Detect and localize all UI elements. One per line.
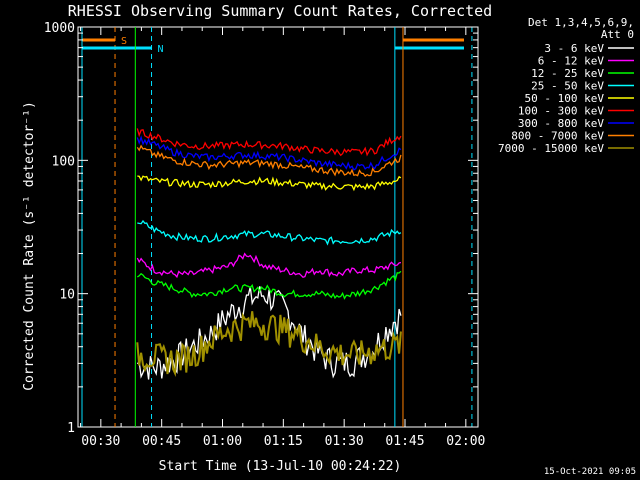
- x-axis-label: Start Time (13-Jul-10 00:24:22): [159, 459, 402, 474]
- series-line: [136, 252, 402, 279]
- series-line: [136, 135, 402, 171]
- x-tick-label: 01:00: [203, 434, 242, 449]
- series-line: [136, 270, 402, 300]
- x-tick-label: 01:45: [385, 434, 424, 449]
- legend-entry-label: 3 - 6 keV: [544, 42, 604, 55]
- legend-entry-label: 300 - 800 keV: [518, 117, 604, 130]
- x-tick-label: 01:30: [325, 434, 364, 449]
- y-tick-label: 1000: [44, 21, 75, 36]
- x-tick-label: 00:30: [81, 434, 120, 449]
- reference-lines: SN: [81, 27, 473, 427]
- series-line: [137, 219, 402, 246]
- legend-entry-label: 12 - 25 keV: [531, 67, 604, 80]
- legend-entry-label: 100 - 300 keV: [518, 105, 604, 118]
- x-tick-label: 02:00: [446, 434, 485, 449]
- legend-entry-label: 800 - 7000 keV: [511, 130, 604, 143]
- chart-title: RHESSI Observing Summary Count Rates, Co…: [68, 2, 492, 20]
- marker-label: S: [121, 36, 127, 47]
- series-layer: [136, 128, 402, 380]
- series-line: [137, 175, 402, 192]
- legend-entry-label: 6 - 12 keV: [538, 55, 605, 68]
- y-tick-label: 10: [59, 288, 75, 303]
- axis-layer: 00:30 00:45 01:00 01:15 01:30 01:45 02:00 1 10 10…: [44, 21, 486, 449]
- y-tick-label: 100: [52, 154, 75, 169]
- timestamp: 15-Oct-2021 09:05: [544, 467, 636, 477]
- legend-header-line-2: Att 0: [601, 28, 634, 41]
- plot-frame: [77, 26, 479, 428]
- x-tick-label: 00:45: [142, 434, 181, 449]
- legend-entry-label: 25 - 50 keV: [531, 80, 604, 93]
- y-axis-label: Corrected Count Rate (s⁻¹ detector⁻¹): [22, 101, 37, 391]
- y-tick-label: 1: [67, 421, 75, 436]
- legend-entry-label: 50 - 100 keV: [525, 92, 605, 105]
- plot-border: [77, 26, 479, 428]
- legend-header-line-1: Det 1,3,4,5,6,9,: [528, 16, 634, 29]
- series-line: [136, 144, 402, 178]
- series-line: [136, 128, 402, 157]
- series-line: [136, 311, 402, 378]
- marker-label: N: [158, 44, 164, 55]
- x-tick-label: 01:15: [264, 434, 303, 449]
- legend-entry-label: 7000 - 15000 keV: [498, 142, 604, 155]
